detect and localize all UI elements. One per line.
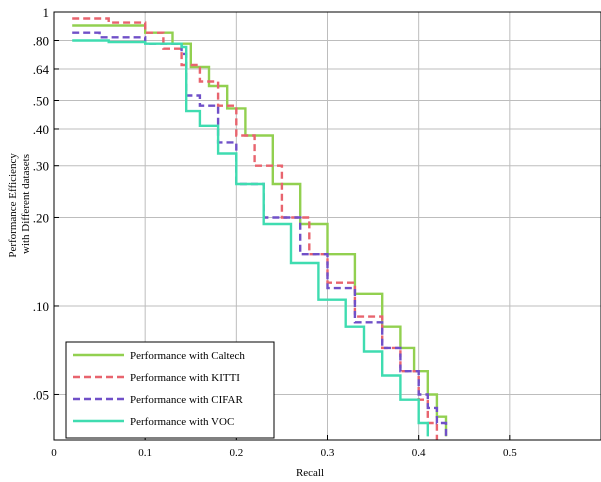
series-line-4 [72,39,429,437]
series-line-3 [72,31,448,437]
y-axis-ticks: 1 .80 .64 .50 .40 .30 .20 .10 .05 [33,5,59,402]
legend-entries: Performance with Caltech Performance with… [73,350,245,428]
y-tick-label: .05 [33,387,49,402]
y-tick-label: .50 [33,93,49,108]
y-tick-label: .30 [33,159,49,174]
legend-label-2: Performance with KITTI [130,372,240,384]
y-tick-label: .40 [33,122,49,137]
gridlines [54,11,601,440]
x-tick-label: 0 [51,447,57,459]
y-tick-label: .64 [33,62,50,77]
x-tick-label: 0.4 [412,447,426,459]
y-tick-label: .80 [33,33,49,48]
x-tick-label: 0.5 [503,447,517,459]
x-tick-label: 0.2 [229,447,243,459]
x-tick-label: 0.1 [138,447,152,459]
legend: Performance with Caltech Performance with… [65,341,275,439]
legend-label-3: Performance with CIFAR [130,394,243,406]
y-axis-label: Performance Efficiency with Different da… [7,150,32,257]
x-axis-ticks: 0 0.1 0.2 0.3 0.4 0.5 [51,435,517,459]
y-tick-label: .10 [33,299,49,314]
y-axis-label-line-2: with Different datasets [20,154,32,254]
x-axis-label: Recall [296,467,324,479]
legend-label-1: Performance with Caltech [130,350,245,362]
legend-label-4: Performance with VOC [130,416,234,428]
y-tick-label: 1 [43,5,50,20]
y-axis-label-line-1: Performance Efficiency [7,153,19,258]
y-tick-label: .20 [33,210,49,225]
x-tick-label: 0.3 [321,447,335,459]
series-layer [72,17,448,440]
